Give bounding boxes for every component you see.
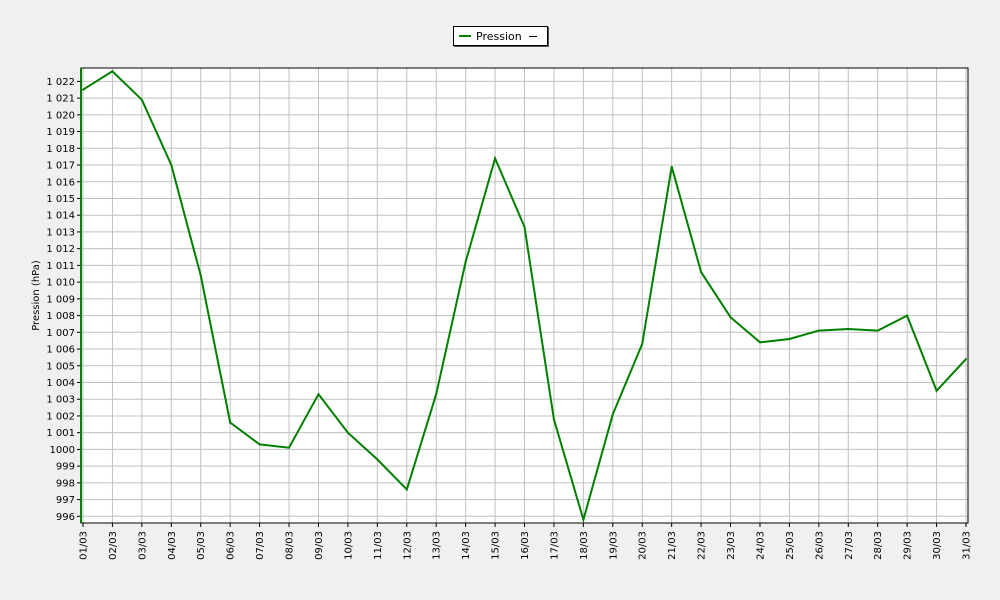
legend-dash-icon [528,35,537,37]
x-tick-label: 19/03 [608,531,619,560]
x-tick-label: 20/03 [638,531,649,560]
x-tick-label: 25/03 [785,531,796,560]
x-tick-label: 07/03 [255,531,266,560]
x-tick-label: 21/03 [667,531,678,560]
y-tick-label: 1 015 [46,194,75,205]
data-point [906,314,909,317]
x-tick-label: 22/03 [697,531,708,560]
data-point [170,164,173,167]
x-tick-label: 24/03 [755,531,766,560]
data-point [288,446,291,449]
x-tick-label: 04/03 [167,531,178,560]
data-point [847,327,850,330]
x-tick-label: 30/03 [932,531,943,560]
y-tick-label: 1 018 [46,144,75,155]
y-tick-label: 1 017 [46,161,75,172]
x-tick-label: 27/03 [844,531,855,560]
y-tick-label: 1000 [50,445,75,456]
y-tick-label: 1 002 [46,411,75,422]
x-tick-label: 15/03 [491,531,502,560]
data-point [758,341,761,344]
data-point [464,261,467,264]
data-point [611,413,614,416]
y-tick-label: 1 013 [46,227,75,238]
data-point [788,337,791,340]
x-tick-label: 26/03 [814,531,825,560]
data-point [111,70,114,73]
x-tick-label: 14/03 [461,531,472,560]
data-point [346,431,349,434]
x-tick-label: 23/03 [726,531,737,560]
data-point [405,488,408,491]
x-tick-label: 01/03 [79,531,90,560]
y-tick-label: 1 012 [46,244,75,255]
y-tick-label: 1 014 [46,211,75,222]
y-tick-label: 1 004 [46,378,75,389]
data-point [523,225,526,228]
x-tick-label: 12/03 [402,531,413,560]
x-tick-label: 13/03 [432,531,443,560]
data-point [376,458,379,461]
legend-swatch [459,35,471,37]
y-tick-label: 1 007 [46,328,75,339]
x-tick-label: 05/03 [196,531,207,560]
legend-label: Pression [476,29,522,43]
x-tick-label: 28/03 [873,531,884,560]
y-tick-label: 1 003 [46,395,75,406]
data-point [670,165,673,168]
y-tick-label: 1 016 [46,177,75,188]
y-tick-label: 1 009 [46,294,75,305]
legend: Pression [453,26,548,46]
data-point [229,421,232,424]
data-point [317,393,320,396]
x-tick-label: 02/03 [108,531,119,560]
y-axis-label: Pression (hPa) [31,260,42,331]
data-point [700,271,703,274]
data-point [199,274,202,277]
y-tick-label: 1 001 [46,428,75,439]
x-tick-label: 11/03 [373,531,384,560]
data-point [494,157,497,160]
data-point [935,389,938,392]
y-tick-label: 1 005 [46,361,75,372]
x-tick-label: 03/03 [137,531,148,560]
x-tick-label: 16/03 [520,531,531,560]
x-tick-label: 08/03 [285,531,296,560]
y-tick-label: 1 006 [46,345,75,356]
data-point [140,98,143,101]
y-tick-label: 997 [56,495,75,506]
x-tick-label: 18/03 [579,531,590,560]
y-tick-label: 1 021 [46,94,75,105]
data-point [435,393,438,396]
x-tick-label: 31/03 [962,531,973,560]
data-point [817,329,820,332]
data-point [729,316,732,319]
y-tick-label: 999 [56,462,75,473]
data-point [965,358,967,361]
data-point [552,418,555,421]
data-point [641,343,644,346]
x-tick-label: 09/03 [314,531,325,560]
y-tick-label: 1 008 [46,311,75,322]
y-tick-label: 1 010 [46,278,75,289]
y-tick-label: 1 020 [46,110,75,121]
y-tick-label: 1 011 [46,261,75,272]
x-tick-label: 29/03 [903,531,914,560]
y-tick-label: 1 022 [46,77,75,88]
x-tick-label: 17/03 [549,531,560,560]
y-tick-label: 1 019 [46,127,75,138]
x-tick-label: 06/03 [226,531,237,560]
data-point [258,443,261,446]
y-tick-label: 996 [56,512,75,523]
data-point [876,329,879,332]
x-tick-label: 10/03 [343,531,354,560]
y-tick-label: 998 [56,478,75,489]
data-point [82,88,84,91]
data-point [582,518,585,521]
